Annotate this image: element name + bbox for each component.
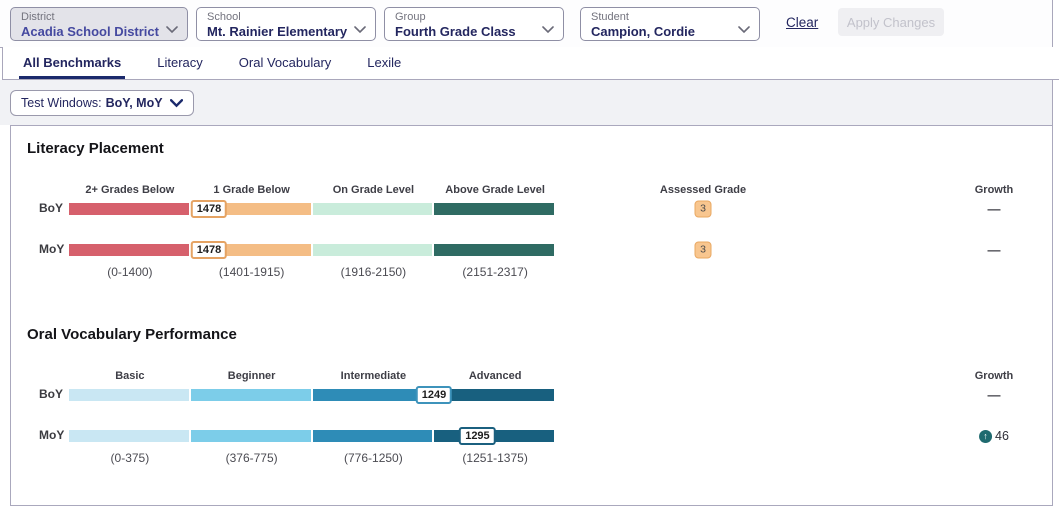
growth-cell: —: [988, 203, 1001, 216]
assessed-grade-badge: 3: [694, 200, 712, 218]
bar-segment: [434, 244, 554, 256]
district-label: District: [21, 11, 55, 23]
student-value: Campion, Cordie: [591, 24, 696, 39]
toolbar-strip: Test Windows: BoY, MoY: [0, 80, 1053, 125]
score-marker: 1249: [415, 386, 453, 404]
bar-segment: [69, 389, 189, 401]
growth-header: Growth: [974, 184, 1014, 196]
category-header: Advanced: [468, 370, 522, 382]
category-header: Intermediate: [340, 370, 407, 382]
category-header: Beginner: [227, 370, 276, 382]
group-value: Fourth Grade Class: [395, 24, 516, 39]
range-label: (776-1250): [344, 451, 403, 465]
group-dropdown[interactable]: Group Fourth Grade Class: [384, 7, 564, 41]
chevron-down-icon: [738, 21, 750, 39]
section-literacy-placement: Literacy Placement 2+ Grades Below (0-1400…: [11, 140, 1052, 330]
test-windows-label: Test Windows:: [21, 96, 102, 110]
district-value: Acadia School District: [21, 24, 159, 39]
assessed-grade-badge: 3: [694, 241, 712, 259]
bar-segment: [312, 203, 433, 215]
bar-segment: [312, 430, 433, 442]
growth-value: —: [987, 201, 1001, 217]
category-header: Basic: [115, 370, 145, 382]
row-label: MoY: [39, 428, 65, 442]
range-label: (1916-2150): [340, 265, 407, 279]
score-marker: 1478: [190, 200, 228, 218]
range-label: (376-775): [225, 451, 278, 465]
growth-value: —: [987, 242, 1001, 258]
chevron-down-icon: [169, 98, 183, 108]
bar-segment: [190, 430, 311, 442]
filter-bar: District Acadia School District School M…: [0, 0, 1053, 48]
growth-cell: —: [988, 244, 1001, 257]
bar-segment: [69, 244, 189, 256]
bar-segment: [312, 389, 433, 401]
category-header: On Grade Level: [332, 184, 415, 196]
bar-segment: [312, 244, 433, 256]
section-oral-vocabulary: Oral Vocabulary Performance Basic (0-375) B…: [11, 326, 1052, 509]
school-value: Mt. Rainier Elementary: [207, 24, 348, 39]
category-header: 2+ Grades Below: [85, 184, 175, 196]
assessed-grade-header: Assessed Grade: [659, 184, 747, 196]
tab-all-benchmarks[interactable]: All Benchmarks: [18, 47, 126, 79]
range-label: (2151-2317): [462, 265, 528, 279]
section-title: Literacy Placement: [27, 140, 164, 157]
student-label: Student: [591, 11, 629, 23]
tab-lexile[interactable]: Lexile: [367, 55, 402, 70]
chevron-down-icon: [354, 21, 366, 39]
row-label: BoY: [39, 201, 63, 215]
category-header: Above Grade Level: [445, 184, 545, 196]
growth-value: 46: [995, 429, 1009, 443]
range-label: (0-1400): [107, 265, 153, 279]
bar-segment: [69, 203, 189, 215]
school-dropdown[interactable]: School Mt. Rainier Elementary: [196, 7, 376, 41]
range-label: (0-375): [110, 451, 150, 465]
section-title: Oral Vocabulary Performance: [27, 326, 237, 343]
bar-segment: [190, 389, 311, 401]
school-label: School: [207, 11, 241, 23]
benchmarks-card: Literacy Placement 2+ Grades Below (0-1400…: [10, 125, 1053, 506]
bar-segment: [434, 389, 554, 401]
test-windows-value: BoY, MoY: [105, 96, 163, 110]
growth-cell: ↑ 46: [979, 429, 1009, 443]
growth-cell: —: [988, 389, 1001, 402]
row-label: BoY: [39, 387, 63, 401]
row-label: MoY: [39, 242, 65, 256]
chevron-down-icon: [542, 21, 554, 39]
district-dropdown[interactable]: District Acadia School District: [10, 7, 188, 41]
growth-up-icon: ↑: [979, 429, 993, 443]
score-marker: 1295: [459, 427, 496, 445]
test-windows-dropdown[interactable]: Test Windows: BoY, MoY: [10, 90, 194, 116]
chevron-down-icon: [166, 21, 178, 39]
student-dropdown[interactable]: Student Campion, Cordie: [580, 7, 760, 41]
clear-filters-link[interactable]: Clear: [786, 15, 819, 30]
tab-oral-vocabulary[interactable]: Oral Vocabulary: [238, 55, 332, 70]
tab-literacy[interactable]: Literacy: [157, 55, 203, 70]
group-label: Group: [395, 11, 426, 23]
range-label: (1401-1915): [218, 265, 285, 279]
range-label: (1251-1375): [462, 451, 528, 465]
category-header: 1 Grade Below: [213, 184, 290, 196]
apply-changes-button[interactable]: Apply Changes: [838, 8, 944, 36]
bar-segment: [434, 203, 554, 215]
score-marker: 1478: [190, 241, 228, 259]
benchmark-tabs: All Benchmarks Literacy Oral Vocabulary …: [2, 47, 1059, 80]
growth-value: —: [987, 387, 1001, 403]
bar-segment: [69, 430, 189, 442]
growth-header: Growth: [974, 370, 1014, 382]
